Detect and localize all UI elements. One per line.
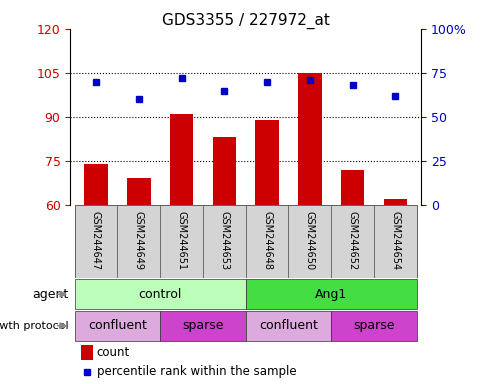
Bar xyxy=(160,311,245,341)
Bar xyxy=(117,205,160,278)
Text: GSM244647: GSM244647 xyxy=(91,210,101,270)
Text: GSM244649: GSM244649 xyxy=(134,210,143,270)
Bar xyxy=(298,73,321,205)
Bar xyxy=(340,170,363,205)
Text: sparse: sparse xyxy=(352,319,394,332)
Text: growth protocol: growth protocol xyxy=(0,321,68,331)
Bar xyxy=(245,311,331,341)
Bar xyxy=(331,311,416,341)
Bar xyxy=(288,205,331,278)
Bar xyxy=(383,199,406,205)
Bar xyxy=(127,178,150,205)
Text: GSM244652: GSM244652 xyxy=(347,210,357,270)
Text: GSM244651: GSM244651 xyxy=(176,210,186,270)
Bar xyxy=(81,346,93,360)
Bar xyxy=(75,205,117,278)
Bar xyxy=(202,205,245,278)
Text: percentile rank within the sample: percentile rank within the sample xyxy=(96,365,296,378)
Bar xyxy=(160,205,202,278)
Bar xyxy=(245,279,416,310)
Text: GSM244653: GSM244653 xyxy=(219,210,229,270)
Text: control: control xyxy=(138,288,182,301)
Bar xyxy=(75,311,160,341)
Text: GSM244650: GSM244650 xyxy=(304,210,314,270)
Bar xyxy=(331,205,373,278)
Text: confluent: confluent xyxy=(88,319,147,332)
Bar xyxy=(255,120,278,205)
Text: sparse: sparse xyxy=(182,319,223,332)
Title: GDS3355 / 227972_at: GDS3355 / 227972_at xyxy=(161,13,329,29)
Text: agent: agent xyxy=(32,288,68,301)
Bar xyxy=(245,205,288,278)
Text: Ang1: Ang1 xyxy=(315,288,347,301)
Bar xyxy=(169,114,193,205)
Text: count: count xyxy=(96,346,130,359)
Text: GSM244654: GSM244654 xyxy=(390,210,399,270)
Bar xyxy=(84,164,107,205)
Text: confluent: confluent xyxy=(258,319,317,332)
Bar xyxy=(373,205,416,278)
Bar xyxy=(75,279,245,310)
Text: GSM244648: GSM244648 xyxy=(261,210,272,270)
Bar xyxy=(212,137,236,205)
